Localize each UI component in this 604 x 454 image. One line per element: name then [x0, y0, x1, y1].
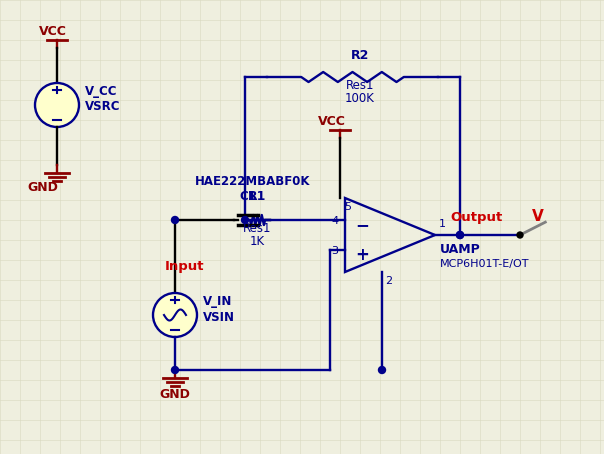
Text: VCC: VCC [318, 115, 346, 128]
Text: 3: 3 [331, 246, 338, 256]
Text: 1: 1 [439, 219, 446, 229]
Text: UAMP: UAMP [440, 243, 481, 256]
Text: VCC: VCC [39, 25, 67, 38]
Text: VSRC: VSRC [85, 100, 121, 113]
Circle shape [379, 366, 385, 374]
Text: −: − [355, 216, 369, 234]
Circle shape [172, 366, 179, 374]
Circle shape [457, 232, 463, 238]
Text: 100K: 100K [345, 92, 375, 105]
Circle shape [172, 217, 179, 223]
Text: GND: GND [28, 181, 59, 194]
Text: V_IN: V_IN [203, 295, 233, 308]
Circle shape [153, 293, 197, 337]
Text: R1: R1 [248, 190, 267, 203]
Circle shape [517, 232, 523, 238]
Text: MCP6H01T-E/OT: MCP6H01T-E/OT [440, 259, 530, 269]
Text: 4: 4 [331, 216, 338, 226]
Text: 2: 2 [385, 276, 392, 286]
Text: 1K: 1K [250, 235, 265, 248]
Text: V: V [532, 209, 544, 224]
Circle shape [242, 217, 248, 223]
Text: C1: C1 [240, 190, 257, 203]
Text: HAE222MBABF0K: HAE222MBABF0K [195, 175, 310, 188]
Text: GND: GND [159, 388, 190, 401]
Text: 5: 5 [344, 202, 351, 212]
Circle shape [35, 83, 79, 127]
Text: Input: Input [165, 260, 205, 273]
Circle shape [457, 232, 463, 238]
Text: +: + [355, 246, 369, 264]
Text: Res1: Res1 [243, 222, 272, 235]
Text: R2: R2 [351, 49, 369, 62]
Text: VSIN: VSIN [203, 311, 235, 324]
Text: V_CC: V_CC [85, 85, 118, 98]
Text: Output: Output [450, 211, 503, 224]
Text: Res1: Res1 [345, 79, 374, 92]
